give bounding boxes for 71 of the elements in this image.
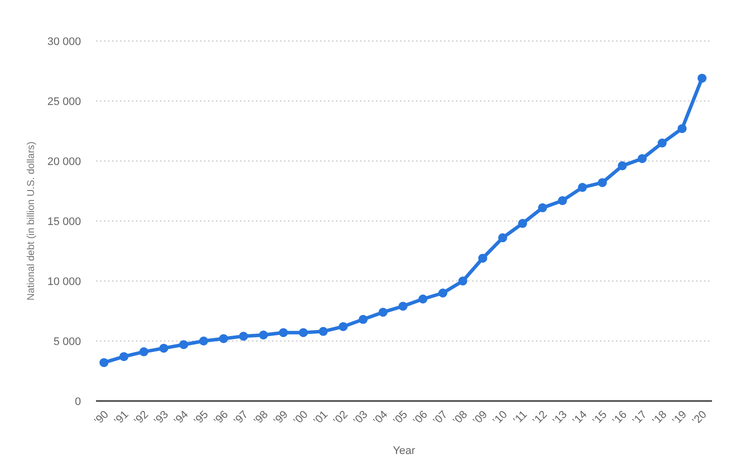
point: [538, 203, 548, 212]
point: [658, 138, 667, 148]
y-axis-title: National debt (in billion U.S. dollars): [26, 142, 37, 300]
y-tick-label: 25 000: [47, 96, 81, 108]
y-tick-label: 10 000: [47, 276, 81, 288]
point: [478, 254, 488, 263]
point: [638, 154, 647, 164]
x-tick-label: ’02: [331, 408, 350, 428]
x-tick-label: ’20: [690, 408, 710, 428]
x-tick-label: ’18: [650, 408, 670, 428]
x-tick-label: ’98: [252, 408, 271, 428]
x-tick-label: ’19: [670, 408, 690, 428]
x-tick-label: ’15: [590, 408, 610, 428]
point: [119, 352, 128, 362]
point: [159, 344, 168, 353]
x-tick-label: ’01: [312, 408, 330, 428]
point: [298, 328, 308, 338]
x-tick-label: ’12: [530, 408, 550, 428]
x-tick-label: ’99: [272, 408, 291, 428]
point: [498, 233, 508, 242]
y-tick-label: 5 000: [53, 336, 81, 348]
x-tick-label: ’16: [610, 408, 630, 428]
x-tick-label: ’07: [431, 408, 450, 428]
x-tick-label: ’91: [112, 408, 132, 428]
y-tick-label: 15 000: [47, 216, 81, 228]
point: [618, 161, 627, 170]
y-tick-label: 30 000: [47, 36, 81, 48]
point: [558, 196, 567, 206]
point: [338, 322, 348, 332]
point: [598, 178, 607, 188]
point: [358, 314, 368, 324]
point: [318, 326, 328, 336]
point: [678, 124, 687, 134]
x-tick-label: ’10: [490, 408, 510, 428]
x-tick-label: ’17: [630, 408, 650, 428]
x-tick-label: ’11: [511, 408, 530, 427]
point: [99, 358, 108, 368]
x-tick-label: ’08: [451, 408, 470, 428]
y-tick-label: 0: [74, 396, 81, 408]
x-tick-label: ’96: [212, 408, 231, 428]
x-tick-label: ’90: [92, 408, 112, 428]
x-tick-label: ’13: [550, 408, 570, 428]
y-tick-label: 20 000: [47, 156, 81, 168]
x-tick-label: ’09: [470, 408, 490, 428]
point: [398, 302, 408, 311]
point: [219, 334, 228, 344]
point: [258, 330, 268, 340]
point: [518, 218, 528, 228]
point: [418, 294, 428, 304]
x-tick-label: ’00: [292, 408, 310, 428]
x-tick-label: ’94: [172, 408, 191, 428]
point: [199, 336, 208, 346]
point: [179, 340, 188, 350]
point: [378, 308, 388, 317]
x-tick-label: ’05: [391, 408, 410, 428]
point: [239, 332, 248, 341]
x-tick-label: ’93: [152, 408, 171, 428]
x-tick-label: ’97: [232, 408, 251, 428]
point: [139, 347, 148, 356]
x-tick-label: ’95: [192, 408, 211, 428]
point: [578, 182, 587, 192]
x-tick-label: ’14: [570, 408, 590, 428]
point: [278, 328, 288, 338]
point: [438, 288, 448, 298]
point: [458, 276, 468, 286]
x-axis-title: Year: [392, 445, 416, 457]
point: [698, 74, 707, 83]
x-tick-label: ’04: [371, 408, 390, 428]
x-tick-label: ’03: [351, 408, 370, 428]
x-tick-label: ’06: [411, 408, 430, 428]
x-tick-label: ’92: [132, 408, 151, 428]
